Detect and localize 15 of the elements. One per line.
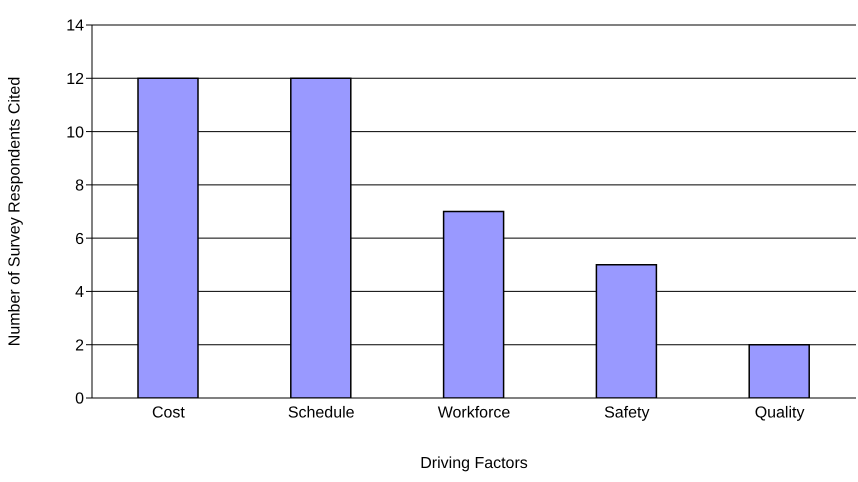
y-tick-label: 14 (66, 18, 84, 35)
y-tick-label: 8 (75, 178, 84, 195)
y-tick-label: 6 (75, 230, 84, 248)
y-tick-label: 12 (66, 70, 84, 88)
y-tick-label: 2 (75, 337, 84, 354)
x-tick-label: Schedule (288, 404, 355, 422)
x-tick-label: Quality (754, 404, 804, 422)
y-tick-label: 4 (75, 284, 84, 302)
x-tick-label: Cost (152, 404, 186, 422)
x-axis-title: Driving Factors (420, 455, 528, 472)
y-tick-label: 10 (66, 124, 84, 142)
y-tick-label: 0 (75, 390, 84, 408)
y-axis-title: Number of Survey Respondents Cited (6, 76, 24, 346)
x-tick-label: Safety (604, 404, 650, 422)
x-tick-label: Workforce (438, 404, 510, 422)
